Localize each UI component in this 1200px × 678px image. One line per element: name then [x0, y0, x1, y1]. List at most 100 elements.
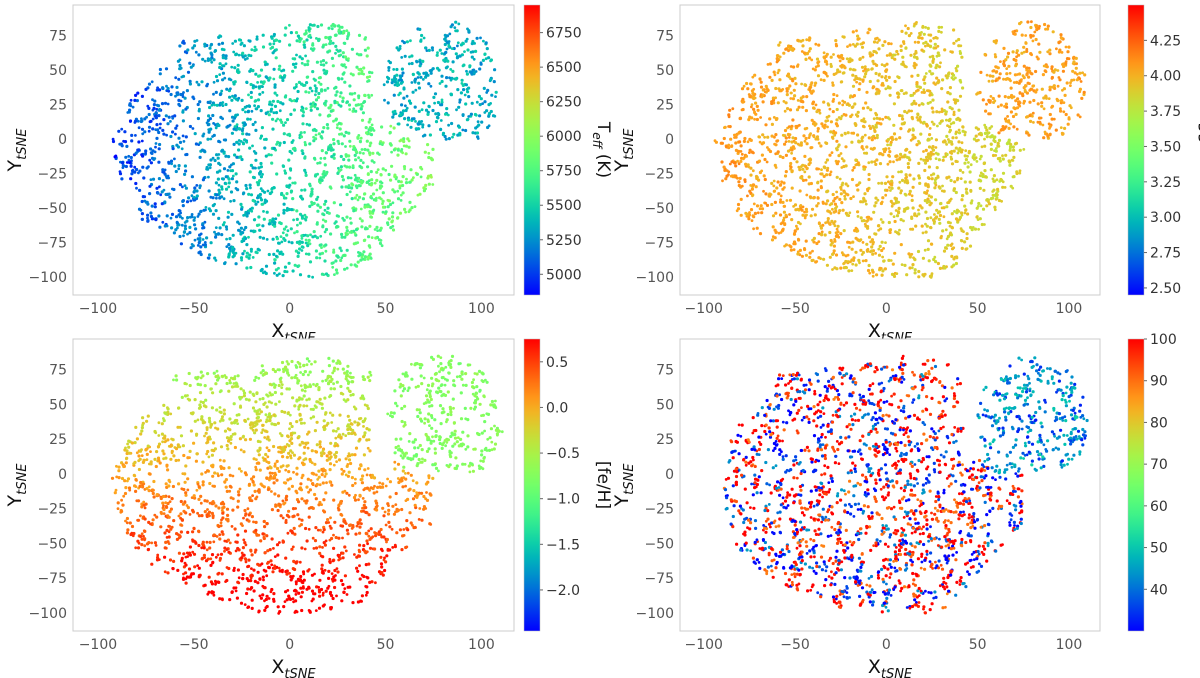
data-point — [981, 207, 986, 211]
data-point — [256, 196, 260, 200]
data-point — [814, 103, 818, 107]
data-point — [931, 59, 935, 63]
data-point — [161, 86, 165, 90]
data-point — [300, 149, 304, 153]
data-point — [924, 72, 928, 75]
data-point — [333, 273, 336, 276]
data-point — [310, 187, 314, 191]
data-point — [444, 112, 448, 116]
data-point — [938, 213, 943, 218]
data-point — [804, 58, 808, 61]
data-point — [243, 58, 247, 61]
data-point — [1061, 63, 1064, 66]
data-point — [1057, 50, 1061, 54]
data-point — [428, 105, 431, 109]
data-point — [861, 241, 865, 244]
data-point — [225, 245, 229, 249]
data-point — [1023, 88, 1027, 92]
data-point — [1022, 45, 1026, 49]
data-point — [335, 224, 339, 229]
data-point — [298, 273, 303, 277]
data-point — [185, 200, 190, 204]
data-point — [313, 234, 317, 238]
data-point — [787, 49, 790, 53]
data-point — [988, 74, 992, 78]
data-point — [178, 58, 182, 62]
data-point — [300, 57, 304, 61]
data-point — [448, 76, 451, 80]
data-point — [936, 124, 939, 128]
data-point — [977, 132, 981, 136]
data-point — [1047, 97, 1051, 100]
data-point — [954, 146, 958, 150]
data-point — [955, 211, 959, 215]
data-point — [1062, 110, 1066, 114]
data-point — [332, 142, 336, 146]
data-point — [724, 177, 728, 181]
data-point — [470, 55, 474, 59]
data-point — [824, 161, 828, 164]
data-point — [485, 91, 489, 94]
data-point — [1020, 92, 1025, 96]
data-point — [807, 49, 811, 53]
data-point — [783, 109, 787, 113]
data-point — [351, 109, 355, 113]
data-point — [300, 61, 304, 65]
data-point — [163, 101, 168, 105]
data-point — [965, 236, 969, 241]
data-point — [774, 166, 778, 169]
data-point — [431, 108, 435, 113]
data-point — [209, 241, 213, 245]
data-point — [220, 195, 224, 199]
data-point — [445, 47, 449, 51]
data-point — [947, 140, 951, 144]
data-point — [1035, 88, 1039, 92]
data-point — [303, 141, 307, 144]
data-point — [778, 89, 782, 93]
data-point — [921, 102, 925, 106]
data-point — [436, 100, 440, 105]
data-point — [381, 167, 385, 171]
data-point — [139, 119, 143, 124]
data-point — [249, 193, 254, 197]
data-point — [273, 85, 277, 89]
data-point — [450, 47, 454, 50]
data-point — [727, 115, 731, 119]
data-point — [193, 186, 197, 190]
data-point — [425, 71, 429, 75]
data-point — [952, 257, 956, 261]
data-point — [798, 168, 802, 172]
data-point — [757, 159, 762, 163]
data-point — [153, 205, 157, 209]
x-tick-label: −50 — [179, 301, 209, 317]
data-point — [980, 222, 984, 227]
data-point — [853, 44, 858, 48]
data-point — [289, 190, 293, 194]
data-point — [224, 56, 228, 60]
data-point — [929, 216, 933, 220]
data-point — [1040, 101, 1044, 105]
data-point — [214, 209, 218, 213]
data-point — [318, 205, 322, 209]
data-point — [421, 123, 425, 127]
data-point — [730, 160, 734, 164]
data-point — [375, 178, 379, 182]
data-point — [858, 261, 861, 265]
data-point — [234, 262, 238, 266]
data-point — [229, 199, 233, 203]
data-point — [360, 219, 364, 223]
data-point — [873, 136, 877, 140]
data-point — [988, 126, 992, 130]
data-point — [899, 48, 903, 53]
data-point — [850, 113, 854, 117]
y-axis-title: YtSNE — [611, 128, 637, 173]
data-point — [296, 97, 299, 101]
data-point — [218, 92, 222, 97]
data-point — [414, 385, 418, 389]
data-point — [344, 65, 348, 69]
data-point — [155, 136, 159, 140]
data-point — [980, 145, 984, 149]
data-point — [846, 131, 850, 135]
data-point — [915, 84, 919, 88]
data-point — [862, 125, 866, 129]
